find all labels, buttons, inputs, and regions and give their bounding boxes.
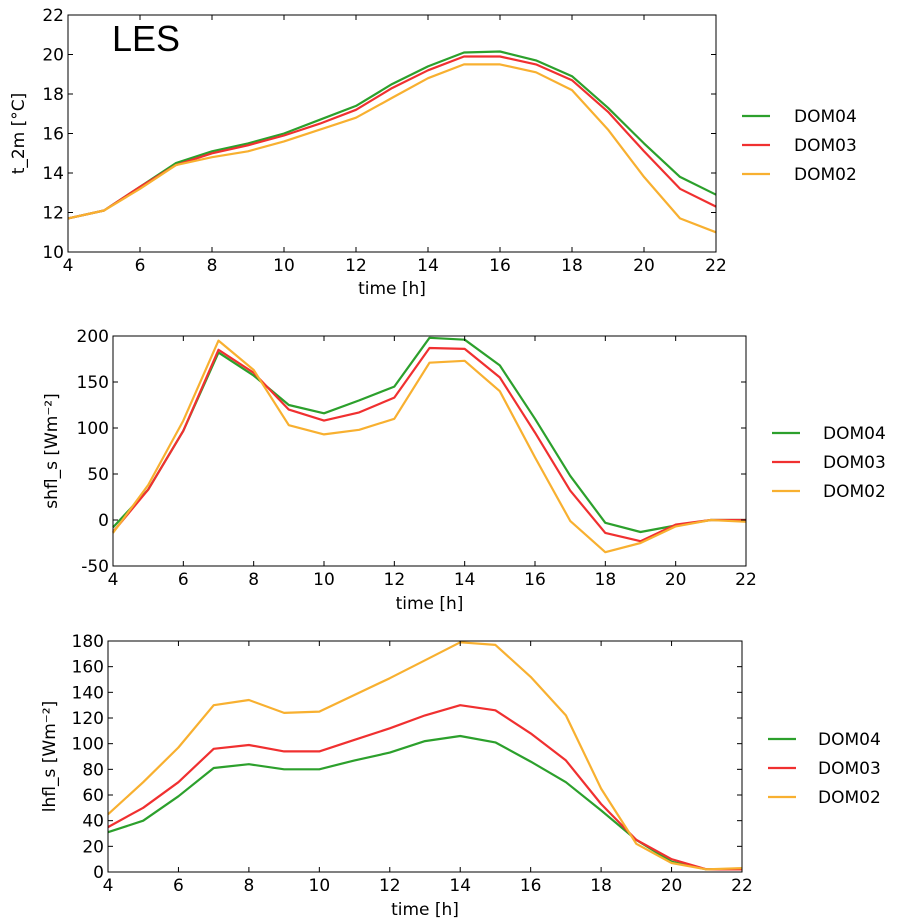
x-tick-label: 20 bbox=[633, 256, 655, 276]
legend-label-dom02: DOM02 bbox=[823, 482, 886, 502]
y-tick-label: 12 bbox=[42, 204, 64, 224]
x-tick-label: 4 bbox=[103, 876, 114, 896]
legend-label-dom04: DOM04 bbox=[794, 107, 857, 127]
x-tick-label: 4 bbox=[63, 256, 74, 276]
y-tick-label: 150 bbox=[77, 373, 109, 393]
series-line-dom02 bbox=[67, 63, 717, 234]
series-line-dom02 bbox=[107, 641, 743, 871]
x-tick-label: 20 bbox=[665, 570, 687, 590]
x-tick-label: 12 bbox=[379, 876, 401, 896]
legend-label-dom02: DOM02 bbox=[794, 165, 857, 185]
x-axis-label: time [h] bbox=[358, 279, 426, 299]
x-tick-label: 14 bbox=[417, 256, 439, 276]
x-tick-label: 22 bbox=[735, 570, 757, 590]
overlay-label: LES bbox=[112, 18, 180, 59]
y-tick-label: 20 bbox=[42, 46, 64, 66]
y-tick-label: 100 bbox=[77, 419, 109, 439]
y-tick-label: 140 bbox=[72, 683, 104, 703]
x-tick-label: 14 bbox=[454, 570, 476, 590]
series-line-dom03 bbox=[67, 55, 717, 220]
x-tick-label: 18 bbox=[561, 256, 583, 276]
x-tick-label: 22 bbox=[731, 876, 753, 896]
x-tick-label: 8 bbox=[248, 570, 259, 590]
y-tick-label: 40 bbox=[82, 812, 104, 832]
x-tick-label: 6 bbox=[135, 256, 146, 276]
legend-label-dom04: DOM04 bbox=[818, 730, 881, 750]
y-tick-label: 80 bbox=[82, 760, 104, 780]
x-tick-label: 20 bbox=[661, 876, 683, 896]
x-tick-label: 4 bbox=[108, 570, 119, 590]
x-tick-label: 6 bbox=[173, 876, 184, 896]
y-axis-label: lhfl_s [Wm⁻²] bbox=[40, 701, 60, 812]
x-axis-label: time [h] bbox=[396, 594, 464, 614]
y-tick-label: 200 bbox=[77, 327, 109, 347]
plot-frame bbox=[112, 335, 747, 567]
plot-frame bbox=[107, 640, 743, 873]
series-line-dom04 bbox=[67, 50, 717, 220]
legend-label-dom03: DOM03 bbox=[823, 453, 886, 473]
legend-label-dom04: DOM04 bbox=[823, 424, 886, 444]
chart-panel-1: 4 6 8 10 12 14 16 18 20 22 10 12 14 16 18 20 22 time [h] t… bbox=[9, 6, 857, 299]
y-tick-label: 14 bbox=[42, 164, 64, 184]
y-tick-label: 160 bbox=[72, 658, 104, 678]
y-tick-label: 0 bbox=[93, 863, 104, 883]
x-tick-label: 8 bbox=[243, 876, 254, 896]
y-tick-label: 50 bbox=[87, 465, 109, 485]
x-tick-label: 10 bbox=[313, 570, 335, 590]
x-tick-label: 16 bbox=[489, 256, 511, 276]
y-tick-label: 16 bbox=[42, 125, 64, 145]
series-line-dom04 bbox=[112, 336, 746, 534]
x-tick-label: 16 bbox=[520, 876, 542, 896]
y-tick-label: -50 bbox=[81, 557, 109, 577]
x-tick-label: 10 bbox=[309, 876, 331, 896]
x-tick-label: 22 bbox=[705, 256, 727, 276]
x-tick-label: 12 bbox=[384, 570, 406, 590]
x-tick-label: 16 bbox=[524, 570, 546, 590]
y-tick-label: 10 bbox=[42, 243, 64, 263]
x-tick-label: 10 bbox=[273, 256, 295, 276]
legend-label-dom02: DOM02 bbox=[818, 788, 881, 808]
x-tick-label: 18 bbox=[590, 876, 612, 896]
y-tick-label: 22 bbox=[42, 6, 64, 26]
y-tick-label: 100 bbox=[72, 735, 104, 755]
chart-panel-3: 4 6 8 10 12 14 16 18 20 22 0 20 40 60 80 100 120 140 160 18… bbox=[40, 632, 881, 920]
series-line-dom02 bbox=[112, 339, 747, 554]
x-tick-label: 12 bbox=[345, 256, 367, 276]
chart-panel-2: 4 6 8 10 12 14 16 18 20 22 -50 0 50 100 150 200 time [h]… bbox=[42, 327, 886, 614]
y-tick-label: 60 bbox=[82, 786, 104, 806]
x-tick-label: 8 bbox=[207, 256, 218, 276]
series-line-dom03 bbox=[112, 346, 746, 543]
y-axis-label: t_2m [°C] bbox=[9, 93, 29, 175]
y-tick-label: 20 bbox=[82, 837, 104, 857]
legend-label-dom03: DOM03 bbox=[794, 136, 857, 156]
x-tick-label: 14 bbox=[449, 876, 471, 896]
x-tick-label: 18 bbox=[595, 570, 617, 590]
legend-label-dom03: DOM03 bbox=[818, 759, 881, 779]
x-tick-label: 6 bbox=[178, 570, 189, 590]
y-tick-label: 0 bbox=[98, 511, 109, 531]
y-tick-label: 180 bbox=[72, 632, 104, 652]
y-tick-label: 18 bbox=[42, 85, 64, 105]
y-tick-label: 120 bbox=[72, 709, 104, 729]
series-line-dom03 bbox=[107, 704, 742, 871]
y-axis-label: shfl_s [Wm⁻²] bbox=[42, 393, 62, 509]
x-axis-label: time [h] bbox=[391, 900, 459, 920]
